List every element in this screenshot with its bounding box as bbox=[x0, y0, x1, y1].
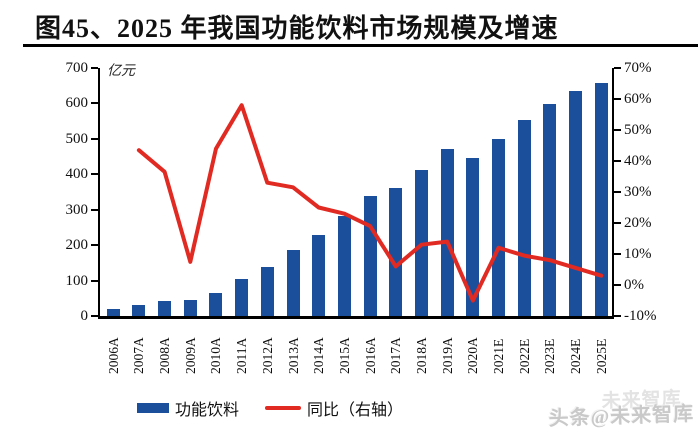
bottom-axis-line bbox=[98, 316, 614, 319]
x-axis-label-2009A: 2009A bbox=[182, 337, 198, 374]
yoy-growth-line bbox=[136, 103, 604, 303]
bar-2021E bbox=[492, 138, 506, 316]
right-axis-tick-label: 40% bbox=[624, 153, 652, 169]
line-legend-label: 同比（右轴） bbox=[307, 402, 404, 419]
bar-2024E bbox=[569, 91, 583, 316]
right-axis-tick bbox=[614, 98, 621, 100]
left-axis-tick-label: 100 bbox=[65, 272, 89, 289]
watermark: 未来智库 头条@未来智库 bbox=[525, 389, 696, 432]
left-axis-tick bbox=[91, 244, 98, 247]
x-axis-label-2020A: 2020A bbox=[465, 337, 481, 374]
x-axis-label-2017A: 2017A bbox=[388, 337, 404, 374]
bar-2008A bbox=[158, 301, 172, 316]
left-axis-tick-label: 600 bbox=[65, 95, 89, 112]
left-axis-tick bbox=[91, 279, 98, 282]
legend-item-line: 同比（右轴） bbox=[265, 396, 403, 420]
x-axis-label-2011A: 2011A bbox=[234, 337, 250, 374]
right-axis-tick bbox=[614, 284, 621, 286]
bar-2007A bbox=[132, 305, 146, 316]
bar-2020A bbox=[466, 157, 480, 316]
growth-line-series bbox=[136, 103, 604, 303]
bar-2019A bbox=[440, 149, 454, 316]
left-axis-tick bbox=[91, 208, 98, 211]
bar-legend-label: 功能饮料 bbox=[174, 402, 239, 419]
legend-item-bar: 功能饮料 bbox=[136, 396, 239, 420]
left-axis-tick bbox=[91, 67, 98, 69]
legend: 功能饮料 同比（右轴） bbox=[0, 396, 540, 420]
bar-2013A bbox=[286, 250, 300, 316]
chart-title: 图45、2025 年我国功能饮料市场规模及增速 bbox=[35, 14, 559, 43]
left-axis-tick bbox=[91, 102, 98, 105]
right-axis-tick-label: 0% bbox=[624, 277, 644, 293]
left-axis-tick-label: 400 bbox=[65, 166, 89, 183]
bar-2017A bbox=[389, 187, 403, 316]
right-axis-tick bbox=[614, 191, 621, 193]
x-axis-label-2012A: 2012A bbox=[259, 337, 275, 374]
left-axis-tick-label: 300 bbox=[65, 201, 89, 218]
right-axis-tick bbox=[614, 222, 621, 224]
left-axis-tick bbox=[91, 137, 98, 140]
watermark-ghost-text: 未来智库 bbox=[601, 388, 682, 413]
bar-2009A bbox=[183, 300, 197, 316]
bar-2025E bbox=[594, 83, 608, 316]
x-axis-label-2016A: 2016A bbox=[362, 337, 378, 374]
left-axis-line bbox=[98, 68, 100, 316]
watermark-main-text: 头条@未来智库 bbox=[548, 403, 695, 431]
right-axis-line bbox=[612, 68, 614, 316]
right-axis-tick bbox=[614, 315, 621, 317]
bar-legend-swatch bbox=[136, 403, 169, 413]
x-axis-label-2006A: 2006A bbox=[105, 337, 121, 374]
x-axis-label-2018A: 2018A bbox=[413, 337, 429, 374]
left-axis-tick-label: 200 bbox=[65, 237, 89, 254]
x-axis-label-2019A: 2019A bbox=[439, 337, 455, 374]
bar-2010A bbox=[209, 292, 223, 316]
right-axis-tick bbox=[614, 160, 621, 162]
x-axis-label-2013A: 2013A bbox=[285, 337, 301, 374]
x-axis-label-2010A: 2010A bbox=[208, 337, 224, 374]
bar-2022E bbox=[517, 120, 531, 316]
bar-2012A bbox=[260, 267, 274, 316]
x-axis-label-2007A: 2007A bbox=[131, 337, 147, 374]
bar-2011A bbox=[235, 279, 249, 316]
left-axis-tick bbox=[91, 173, 98, 176]
x-axis-label-2021E: 2021E bbox=[491, 338, 507, 374]
x-axis-label-2025E: 2025E bbox=[593, 338, 609, 374]
right-axis-tick-label: 70% bbox=[624, 60, 652, 76]
right-axis-tick bbox=[614, 129, 621, 131]
x-axis-label-2008A: 2008A bbox=[157, 337, 173, 374]
bar-series bbox=[100, 68, 612, 316]
right-axis-tick-label: 30% bbox=[624, 184, 652, 200]
right-axis-tick bbox=[614, 67, 621, 69]
x-axis-label-2015A: 2015A bbox=[336, 337, 352, 374]
line-legend-swatch bbox=[265, 406, 301, 410]
x-axis-label-2022E: 2022E bbox=[516, 338, 532, 374]
left-axis-tick-label: 0 bbox=[80, 308, 89, 324]
left-axis-tick-label: 500 bbox=[65, 130, 89, 147]
bar-2006A bbox=[106, 308, 120, 316]
bar-2014A bbox=[312, 234, 326, 316]
x-axis-label-2023E: 2023E bbox=[542, 338, 558, 374]
right-axis-tick-label: 10% bbox=[624, 246, 652, 262]
right-axis-tick-label: 50% bbox=[624, 122, 652, 138]
right-axis-tick-label: -10% bbox=[624, 308, 657, 324]
bar-2015A bbox=[337, 216, 351, 316]
left-axis-unit-label: 亿元 bbox=[107, 64, 135, 79]
right-axis-tick-label: 20% bbox=[624, 215, 652, 231]
left-axis-tick-label: 700 bbox=[65, 60, 89, 76]
left-axis-tick bbox=[91, 315, 98, 317]
title-underline bbox=[23, 44, 698, 47]
right-axis-tick-label: 60% bbox=[624, 91, 652, 107]
right-axis-tick bbox=[614, 253, 621, 255]
x-axis-label-2014A: 2014A bbox=[311, 337, 327, 374]
x-axis-label-2024E: 2024E bbox=[568, 338, 584, 374]
